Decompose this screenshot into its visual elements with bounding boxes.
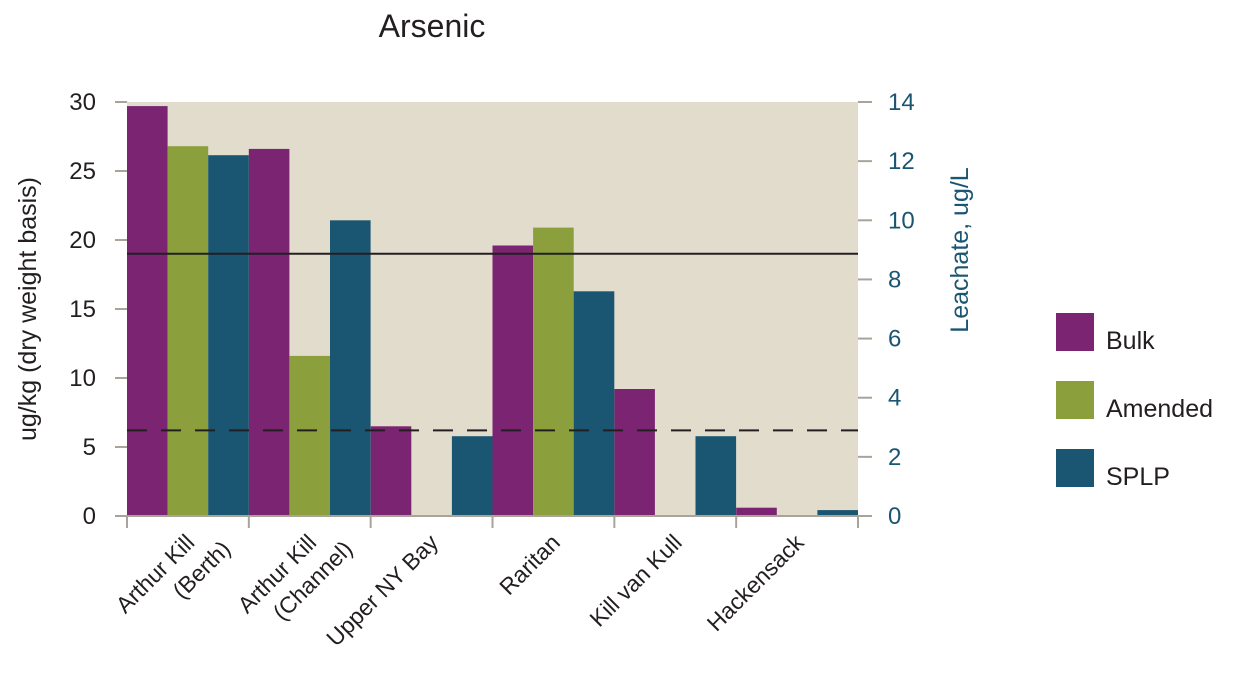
legend-label-bulk: Bulk bbox=[1106, 327, 1155, 355]
x-tick-label-group: Arthur Kill(Berth) bbox=[111, 529, 236, 618]
legend-swatch-splp bbox=[1056, 449, 1094, 487]
y2-axis-label: Leachate, ug/L bbox=[946, 167, 974, 333]
y-tick-label: 0 bbox=[83, 503, 96, 530]
x-tick-label: Raritan bbox=[494, 529, 565, 600]
y-tick-label: 20 bbox=[69, 227, 96, 254]
x-tick-label-group: Hackensack bbox=[702, 529, 809, 636]
bar-splp-4 bbox=[695, 436, 737, 516]
legend-label-splp: SPLP bbox=[1106, 463, 1170, 491]
bar-splp-0 bbox=[208, 155, 249, 516]
reference-lines bbox=[127, 252, 858, 432]
bar-splp-5 bbox=[817, 510, 858, 516]
y2-tick-label: 6 bbox=[888, 326, 901, 353]
x-tick-label-group: Kill van Kull bbox=[584, 529, 686, 631]
y-tick-label: 5 bbox=[83, 434, 96, 461]
bar-bulk-2 bbox=[370, 426, 412, 516]
y2-tick-label: 14 bbox=[888, 89, 915, 116]
bar-splp-2 bbox=[451, 436, 493, 516]
bar-bulk-0 bbox=[127, 106, 168, 516]
bar-bulk-4 bbox=[614, 389, 655, 516]
bar-amended-1 bbox=[289, 355, 330, 516]
y2-tick-label: 0 bbox=[888, 503, 901, 530]
legend-swatch-bulk bbox=[1056, 313, 1094, 351]
x-tick-label: Hackensack bbox=[702, 529, 809, 636]
legend: Bulk Amended SPLP bbox=[1056, 313, 1213, 491]
bar-amended-3 bbox=[533, 227, 574, 516]
y2-tick-label: 4 bbox=[888, 385, 901, 412]
bar-splp-1 bbox=[330, 220, 371, 517]
y-tick-label: 15 bbox=[69, 296, 96, 323]
bar-bulk-3 bbox=[492, 245, 534, 516]
chart-title: Arsenic bbox=[379, 8, 486, 44]
y-tick-label: 25 bbox=[69, 158, 96, 185]
y2-tick-label: 2 bbox=[888, 444, 901, 471]
y-tick-label: 30 bbox=[69, 89, 96, 116]
y2-tick-label: 12 bbox=[888, 148, 915, 175]
bar-bulk-5 bbox=[736, 507, 777, 516]
legend-swatch-amended bbox=[1056, 381, 1094, 419]
y-axis-label: ug/kg (dry weight basis) bbox=[14, 177, 42, 441]
bar-splp-3 bbox=[573, 291, 615, 516]
legend-label-amended: Amended bbox=[1106, 395, 1213, 423]
x-tick-label-group: Raritan bbox=[494, 529, 565, 600]
bar-amended-0 bbox=[167, 146, 209, 516]
y2-tick-label: 8 bbox=[888, 266, 901, 293]
bars-group bbox=[127, 106, 858, 517]
bar-bulk-1 bbox=[248, 148, 290, 516]
y-tick-label: 10 bbox=[69, 365, 96, 392]
x-tick-label: Kill van Kull bbox=[584, 529, 686, 631]
y2-tick-label: 10 bbox=[888, 207, 915, 234]
